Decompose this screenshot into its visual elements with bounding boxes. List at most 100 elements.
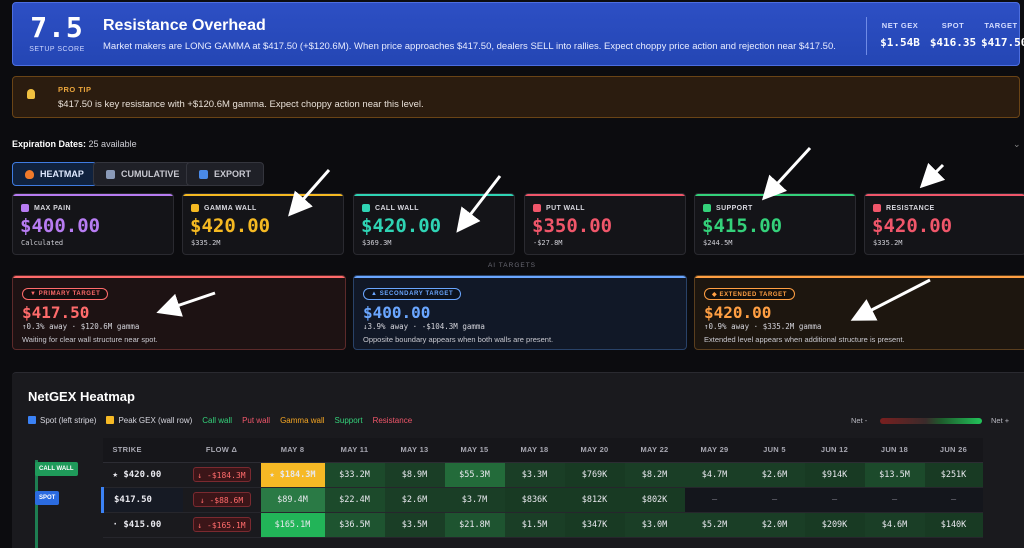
heatmap-cell[interactable]: ★ $184.3M xyxy=(260,462,325,488)
level-card-gamma-wall[interactable]: GAMMA WALL $420.00 $335.2M xyxy=(182,193,344,255)
heatmap-cell[interactable]: $3.3M xyxy=(504,462,565,488)
extended-target-card[interactable]: ◆ EXTENDED TARGET $420.00 ↑0.9% away · $33… xyxy=(694,275,1024,350)
heatmap-cell[interactable]: — xyxy=(744,487,805,513)
score-label: SETUP SCORE xyxy=(29,46,85,53)
level-card-max-pain[interactable]: MAX PAIN $400.00 Calculated xyxy=(12,193,174,255)
chevron-down-icon[interactable]: ⌄ xyxy=(1013,139,1021,149)
heatmap-cell[interactable]: $8.9M xyxy=(384,462,445,488)
target-meta: ↑0.9% away · $335.2M gamma xyxy=(704,322,822,331)
tab-export[interactable]: EXPORT xyxy=(186,162,265,186)
tab-cumulative[interactable]: CUMULATIVE xyxy=(93,162,193,186)
heatmap-cell[interactable]: $13.5M xyxy=(864,462,925,488)
shield-icon xyxy=(703,204,711,212)
heatmap-cell[interactable]: — xyxy=(684,487,745,513)
primary-target-card[interactable]: ▼ PRIMARY TARGET $417.50 ↑0.3% away · $120… xyxy=(12,275,346,350)
table-row[interactable]: ★ $420.00 ↓ -$184.3M ★ $184.3M $33.2M $8.9M $… xyxy=(102,462,983,488)
column-header[interactable]: STRIKE xyxy=(102,438,183,463)
stat-net-gex: NET GEX $1.54B xyxy=(879,21,921,49)
tab-label: EXPORT xyxy=(214,169,252,179)
heatmap-cell[interactable]: $33.2M xyxy=(324,462,385,488)
target-meta: ↑0.3% away · $120.6M gamma xyxy=(22,322,140,331)
level-sub: $335.2M xyxy=(191,239,221,247)
target-pill: ▲ SECONDARY TARGET xyxy=(363,288,462,300)
level-value: $350.00 xyxy=(532,215,613,237)
target-value: $420.00 xyxy=(704,303,772,322)
column-header[interactable]: MAY 29 xyxy=(684,438,745,463)
target-pill: ◆ EXTENDED TARGET xyxy=(704,288,796,300)
level-sub: $335.2M xyxy=(873,239,903,247)
heatmap-cell[interactable]: $802K xyxy=(624,487,685,513)
heatmap-cell[interactable]: $1.5M xyxy=(504,512,565,538)
column-header[interactable]: JUN 12 xyxy=(804,438,865,463)
heatmap-cell[interactable]: $836K xyxy=(504,487,565,513)
legend-item: Support xyxy=(334,416,363,425)
column-header[interactable]: JUN 26 xyxy=(924,438,983,463)
heatmap-cell[interactable]: $2.6M xyxy=(384,487,445,513)
heatmap-cell[interactable]: $89.4M xyxy=(260,487,325,513)
heatmap-cell[interactable]: $812K xyxy=(564,487,625,513)
level-value: $420.00 xyxy=(872,215,953,237)
column-header[interactable]: MAY 11 xyxy=(324,438,385,463)
heatmap-cell[interactable]: $3.7M xyxy=(444,487,505,513)
legend-swatch xyxy=(106,416,115,424)
heatmap-cell[interactable]: $140K xyxy=(924,512,983,538)
column-header[interactable]: MAY 15 xyxy=(444,438,505,463)
spot-badge: SPOT xyxy=(35,491,60,505)
card-accent xyxy=(13,194,173,196)
star-icon xyxy=(191,204,199,212)
net-minus-label: Net - xyxy=(851,416,868,425)
heatmap-cell[interactable]: $8.2M xyxy=(624,462,685,488)
heatmap-cell[interactable]: $769K xyxy=(564,462,625,488)
level-card-call-wall[interactable]: CALL WALL $420.00 $369.3M xyxy=(353,193,515,255)
column-header[interactable]: MAY 8 xyxy=(260,438,325,463)
table-row[interactable]: $417.50 ↓ -$88.6M $89.4M $22.4M $2.6M $3.7M $8… xyxy=(101,487,983,513)
column-header[interactable]: MAY 20 xyxy=(564,438,625,463)
level-card-put-wall[interactable]: PUT WALL $350.00 -$27.8M xyxy=(524,193,686,255)
card-accent xyxy=(695,276,1024,278)
column-header[interactable]: MAY 22 xyxy=(624,438,685,463)
heatmap-cell[interactable]: $2.0M xyxy=(744,512,805,538)
expiration-dates[interactable]: Expiration Dates: 25 available xyxy=(12,139,137,149)
heatmap-cell[interactable]: $251K xyxy=(924,462,983,488)
heatmap-title: NetGEX Heatmap xyxy=(28,389,135,404)
heatmap-cell[interactable]: $55.3M xyxy=(444,462,505,488)
tab-heatmap[interactable]: HEATMAP xyxy=(12,162,97,186)
level-card-support[interactable]: SUPPORT $415.00 $244.5M xyxy=(694,193,856,255)
column-header[interactable]: MAY 13 xyxy=(384,438,445,463)
heatmap-cell[interactable]: $209K xyxy=(804,512,865,538)
download-icon xyxy=(199,169,208,179)
heatmap-cell[interactable]: $3.0M xyxy=(624,512,685,538)
setup-banner: 7.5 SETUP SCORE Resistance Overhead Mark… xyxy=(12,2,1024,66)
level-value: $420.00 xyxy=(361,215,442,237)
heatmap-cell[interactable]: $347K xyxy=(564,512,625,538)
heatmap-cell[interactable]: $914K xyxy=(804,462,865,488)
column-header[interactable]: MAY 18 xyxy=(504,438,565,463)
heatmap-cell[interactable]: $2.6M xyxy=(744,462,805,488)
heatmap-cell[interactable]: $21.8M xyxy=(444,512,505,538)
column-header[interactable]: FLOW Δ xyxy=(182,438,261,463)
heatmap-cell[interactable]: $4.6M xyxy=(864,512,925,538)
heatmap-table: STRIKE FLOW Δ MAY 8 MAY 11 MAY 13 MAY 15 MAY 1… xyxy=(101,438,983,538)
heatmap-cell[interactable]: $22.4M xyxy=(324,487,385,513)
ai-targets-label: AI TARGETS xyxy=(487,262,537,269)
column-header[interactable]: JUN 5 xyxy=(744,438,805,463)
target-note: Extended level appears when additional s… xyxy=(704,335,905,344)
heatmap-cell[interactable]: $36.5M xyxy=(324,512,385,538)
stat-target: TARGET $417.50 xyxy=(981,21,1024,49)
table-row[interactable]: · $415.00 ↓ -$165.1M $165.1M $36.5M $3.5M $21… xyxy=(102,512,983,538)
heatmap-cell[interactable]: — xyxy=(864,487,925,513)
heatmap-cell[interactable]: $3.5M xyxy=(384,512,445,538)
card-accent xyxy=(354,194,514,196)
banner-description: Market makers are LONG GAMMA at $417.50 … xyxy=(103,41,836,52)
secondary-target-card[interactable]: ▲ SECONDARY TARGET $400.00 ↓3.9% away · -$… xyxy=(353,275,687,350)
column-header[interactable]: JUN 18 xyxy=(864,438,925,463)
heatmap-cell[interactable]: $4.7M xyxy=(684,462,745,488)
heatmap-cell[interactable]: $5.2M xyxy=(684,512,745,538)
target-pill: ▼ PRIMARY TARGET xyxy=(22,288,109,300)
heatmap-cell[interactable]: $165.1M xyxy=(260,512,325,538)
level-value: $420.00 xyxy=(190,215,271,237)
level-card-resistance[interactable]: RESISTANCE $420.00 $335.2M xyxy=(864,193,1024,255)
heatmap-cell[interactable]: — xyxy=(924,487,983,513)
heatmap-cell[interactable]: — xyxy=(804,487,865,513)
lightbulb-icon xyxy=(27,89,35,99)
